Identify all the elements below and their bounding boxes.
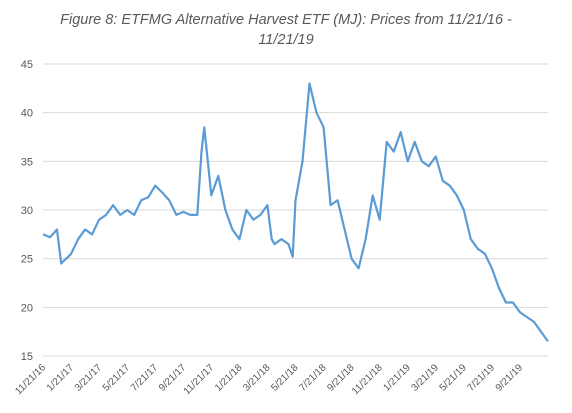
y-tick-label: 45 (21, 59, 33, 71)
y-tick-label: 25 (21, 254, 33, 266)
y-tick-label: 40 (21, 108, 33, 120)
x-axis-tick-labels: 11/21/161/21/173/21/175/21/177/21/17 9/21… (13, 362, 525, 397)
y-tick-label: 30 (21, 205, 33, 217)
x-tick-label: 5/21/18 (269, 362, 301, 394)
x-tick-label: 11/21/17 (182, 362, 217, 397)
y-tick-label: 20 (21, 302, 33, 314)
gridlines (43, 63, 548, 308)
y-axis-tick-labels: 15 20 25 30 35 40 45 (21, 59, 33, 363)
y-tick-label: 15 (21, 351, 33, 363)
chart-title-line-2: 11/21/19 (258, 32, 314, 48)
chart-title-line-1: Figure 8: ETFMG Alternative Harvest ETF … (60, 12, 512, 28)
x-tick-label: 7/21/17 (129, 362, 161, 394)
chart-title: Figure 8: ETFMG Alternative Harvest ETF … (0, 10, 572, 50)
x-tick-label: 1/21/18 (213, 362, 245, 394)
x-tick-label: 9/21/19 (494, 362, 526, 394)
x-tick-label: 1/21/19 (381, 362, 413, 394)
x-tick-label: 1/21/17 (45, 362, 77, 394)
x-tick-label: 3/21/18 (241, 362, 273, 394)
x-tick-label: 7/21/19 (466, 362, 498, 394)
x-tick-label: 7/21/18 (297, 362, 329, 394)
x-tick-label: 3/21/19 (410, 362, 442, 394)
x-tick-label: 5/21/17 (101, 362, 133, 394)
x-tick-label: 5/21/19 (438, 362, 470, 394)
y-tick-label: 35 (21, 156, 33, 168)
x-tick-label: 3/21/17 (73, 362, 105, 394)
x-tick-label: 11/21/18 (350, 362, 385, 397)
x-tick-label: 11/21/16 (13, 362, 48, 397)
price-series-line (42, 82, 549, 343)
